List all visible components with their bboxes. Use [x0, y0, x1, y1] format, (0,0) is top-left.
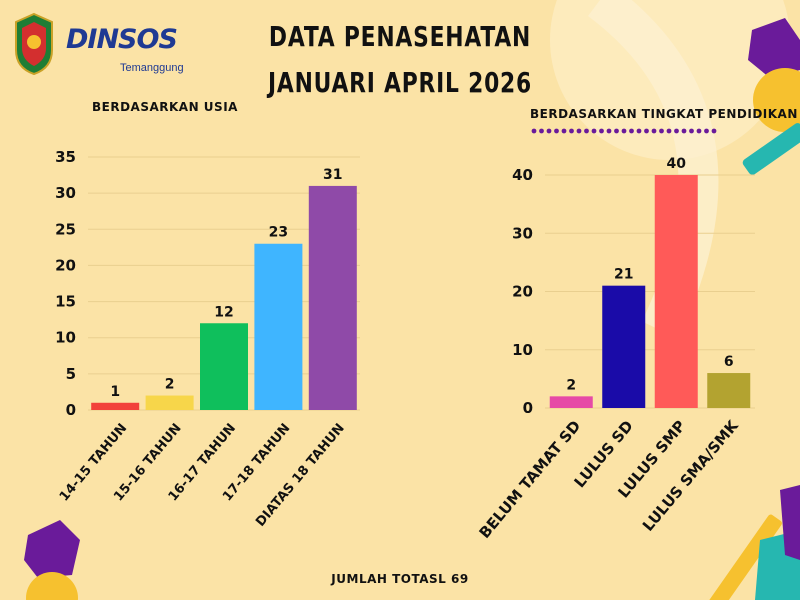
page-title: DATA PENASEHATAN JANUARI APRIL 2026 [267, 14, 532, 106]
bar [145, 395, 194, 410]
y-tick-label: 0 [523, 399, 533, 417]
title-line-2: JANUARI APRIL 2026 [267, 66, 533, 99]
data-label: 40 [667, 156, 687, 172]
data-label: 31 [323, 167, 342, 183]
bar [707, 373, 751, 408]
bar [549, 396, 593, 408]
chart-education-title: BERDASARKAN TINGKAT PENDIDIKAN [530, 107, 798, 121]
y-tick-label: 40 [512, 166, 533, 184]
decor-yellow-circle-top [753, 68, 800, 132]
separator-dot [569, 128, 574, 134]
y-tick-label: 25 [55, 220, 76, 238]
separator-dot [696, 128, 702, 134]
y-tick-label: 5 [66, 365, 76, 383]
separator-dot [674, 128, 679, 134]
y-tick-label: 30 [55, 184, 76, 202]
separator-dot [666, 128, 672, 134]
decor-purple-hexagon-top [748, 18, 800, 78]
separator-dot [629, 128, 634, 134]
decor-yellow-bar-bottom-right [708, 514, 782, 600]
separator-dot [561, 128, 567, 134]
separator-dot [539, 128, 544, 134]
data-label: 12 [214, 304, 233, 320]
bar [200, 323, 248, 410]
decor-purple-shape-bottom-left [24, 520, 80, 578]
y-tick-label: 15 [55, 293, 76, 311]
dotted-separator [531, 128, 717, 134]
dinsos-logo: DINSOS [66, 24, 178, 55]
data-label: 6 [724, 354, 734, 370]
separator-dot [711, 128, 717, 134]
title-line-1: DATA PENASEHATAN [268, 20, 532, 53]
separator-dot [681, 128, 687, 134]
y-tick-label: 20 [512, 283, 533, 301]
separator-dot [584, 128, 589, 134]
bar [254, 243, 303, 410]
bar [91, 402, 140, 410]
category-label: LULUS SMA/SMK [639, 416, 743, 535]
separator-dot [531, 128, 537, 134]
y-tick-label: 0 [66, 401, 76, 419]
y-tick-label: 30 [512, 224, 533, 242]
y-tick-label: 35 [55, 148, 76, 166]
data-label: 2 [165, 377, 175, 393]
decor-teal-bar [742, 123, 800, 175]
data-label: 1 [110, 384, 120, 400]
separator-dot [689, 128, 694, 134]
separator-dot [554, 128, 559, 134]
y-tick-label: 10 [512, 341, 533, 359]
regency-emblem-icon [15, 12, 53, 76]
separator-dot [636, 128, 642, 134]
separator-dot [704, 128, 709, 134]
separator-dot [651, 128, 657, 134]
separator-dot [591, 128, 597, 134]
decor-purple-shape-bottom-right [780, 485, 800, 560]
separator-dot [614, 128, 619, 134]
data-label: 23 [269, 225, 288, 241]
separator-dot [644, 128, 649, 134]
data-label: 2 [566, 377, 576, 393]
bar [654, 175, 698, 408]
separator-dot [576, 128, 582, 134]
separator-dot [621, 128, 627, 134]
bar [308, 185, 357, 410]
separator-dot [606, 128, 612, 134]
decor-yellow-circle-bottom-left [26, 572, 78, 600]
total-count: JUMLAH TOTASL 69 [331, 572, 469, 586]
y-tick-label: 10 [55, 329, 76, 347]
y-tick-label: 20 [55, 256, 76, 274]
separator-dot [659, 128, 664, 134]
separator-dot [599, 128, 604, 134]
separator-dot [546, 128, 552, 134]
bar [602, 285, 646, 408]
chart-age-title: BERDASARKAN USIA [92, 100, 238, 114]
category-label: BELUM TAMAT SD [476, 417, 585, 542]
dinsos-logo-city: Temanggung [120, 62, 184, 74]
data-label: 21 [614, 267, 633, 283]
